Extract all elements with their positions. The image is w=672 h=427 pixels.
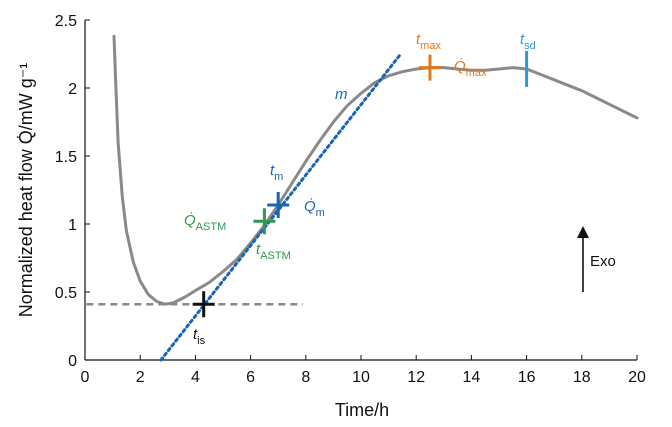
label-t-sd: tsd <box>520 31 536 52</box>
label-t-sd-sub: sd <box>524 40 536 52</box>
label-t-max: tmax <box>416 31 441 52</box>
x-axis-title: Time/h <box>335 400 389 420</box>
y-tick-label: 0.5 <box>55 285 77 302</box>
label-t-sd-main: t <box>520 31 525 48</box>
label-q-max-main: Q̇ <box>454 58 466 75</box>
label-q-m-sub: m <box>316 207 325 219</box>
x-tick-label: 16 <box>518 369 536 386</box>
label-t-astm-sub: ASTM <box>260 250 291 262</box>
x-tick-label: 20 <box>628 369 646 386</box>
x-tick-label: 8 <box>301 369 310 386</box>
tangent-line <box>159 53 402 362</box>
label-t-astm: tASTM <box>256 241 291 262</box>
x-tick-label: 0 <box>81 369 90 386</box>
label-t-m-sub: m <box>274 171 283 183</box>
label-q-max-sub: max <box>466 67 487 79</box>
label-t-astm-main: t <box>256 241 261 258</box>
x-tick-label: 18 <box>573 369 591 386</box>
x-tick-label: 14 <box>463 369 481 386</box>
heat-flow-curve <box>112 34 639 306</box>
label-t-max-sub: max <box>420 40 441 52</box>
y-tick-label: 1 <box>68 217 77 234</box>
axes: 0 2 4 6 8 10 12 14 16 18 20 0 0.5 1 1.5 2 2.5 <box>55 13 646 386</box>
x-tick-label: 6 <box>246 369 255 386</box>
y-tick-label: 2.5 <box>55 13 77 30</box>
label-t-is-sub: is <box>197 335 205 347</box>
x-tick-label: 12 <box>407 369 425 386</box>
label-q-astm: Q̇ASTM <box>184 212 226 233</box>
label-t-m-main: t <box>270 162 275 179</box>
label-q-m: Q̇m <box>304 198 325 219</box>
exo-arrow-head <box>577 226 589 238</box>
label-tangent-m: m <box>335 86 348 103</box>
label-t-max-main: t <box>416 31 421 48</box>
label-q-astm-sub: ASTM <box>196 221 227 233</box>
plot-area <box>86 34 639 362</box>
y-tick-label: 1.5 <box>55 149 77 166</box>
label-t-is-main: t <box>193 326 198 343</box>
y-tick-label: 2 <box>68 81 77 98</box>
label-exo: Exo <box>590 253 616 270</box>
y-axis-title: Normalized heat flow Q̇/mW g⁻¹ <box>16 63 36 318</box>
y-tick-label: 0 <box>68 353 77 370</box>
x-tick-label: 4 <box>191 369 200 386</box>
label-t-is: tis <box>193 326 206 347</box>
label-q-astm-main: Q̇ <box>184 212 196 229</box>
x-tick-label: 2 <box>136 369 145 386</box>
label-t-m: tm <box>270 162 283 183</box>
label-q-max: Q̇max <box>454 58 487 79</box>
label-q-m-main: Q̇ <box>304 198 316 215</box>
x-tick-label: 10 <box>352 369 370 386</box>
